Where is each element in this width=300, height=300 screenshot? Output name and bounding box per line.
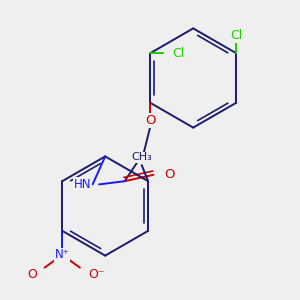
- Text: O: O: [165, 168, 175, 181]
- Text: CH₃: CH₃: [131, 152, 152, 162]
- Text: N⁺: N⁺: [55, 248, 70, 261]
- Text: Cl: Cl: [230, 29, 242, 42]
- Text: Cl: Cl: [172, 47, 185, 60]
- Text: O⁻: O⁻: [88, 268, 104, 281]
- Text: HN: HN: [74, 178, 91, 191]
- Text: O: O: [145, 114, 155, 127]
- Text: O: O: [27, 268, 37, 281]
